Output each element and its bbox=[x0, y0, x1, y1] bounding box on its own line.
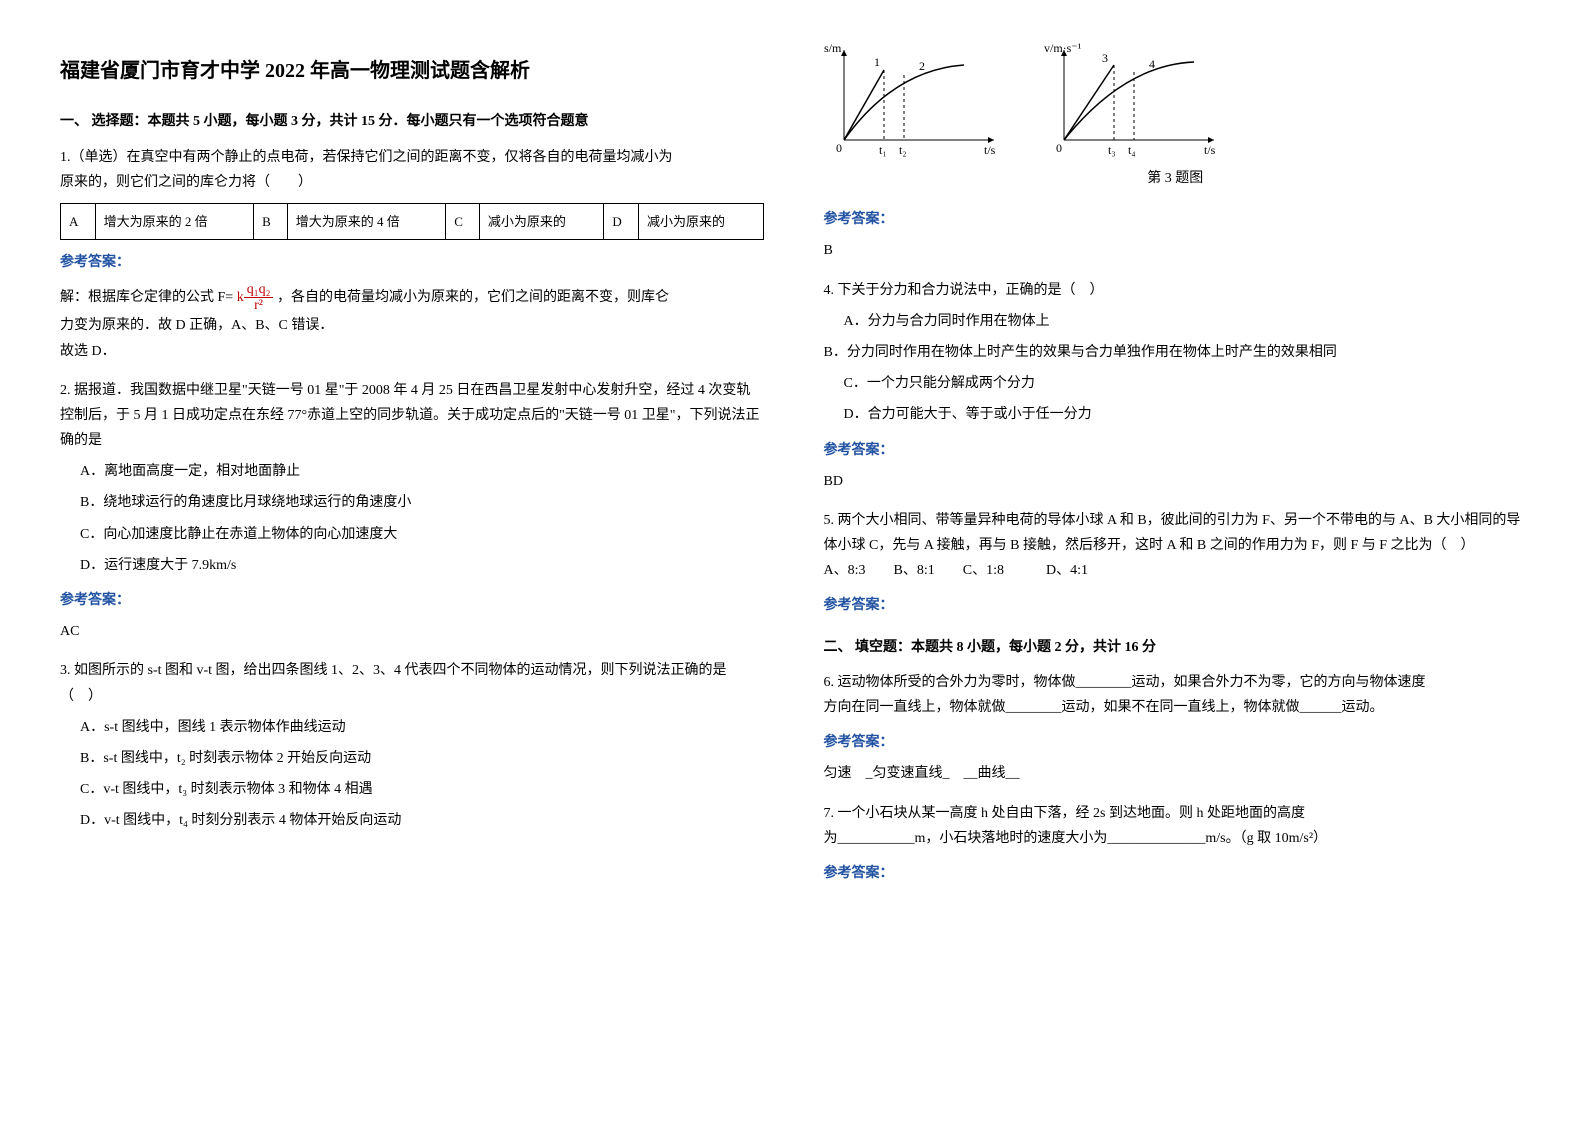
q7-answer-label: 参考答案： bbox=[824, 861, 1528, 886]
q3-optD: D．v-t 图线中，t₄ 时刻分别表示 4 物体开始反向运动 bbox=[80, 808, 764, 833]
q3-answer-label: 参考答案： bbox=[824, 207, 1528, 232]
q4-optB: B．分力同时作用在物体上时产生的效果与合力单独作用在物体上时产生的效果相同 bbox=[824, 340, 1528, 365]
q1-optC: 减小为原来的 bbox=[479, 203, 603, 239]
q7-stem1: 7. 一个小石块从某一高度 h 处自由下落，经 2s 到达地面。则 h 处距地面… bbox=[824, 801, 1528, 826]
q7-stem2: 为___________m，小石块落地时的速度大小为______________… bbox=[824, 826, 1528, 851]
q1-ans-text3: 力变为原来的．故 D 正确，A、B、C 错误． bbox=[60, 313, 764, 338]
svg-text:4: 4 bbox=[1149, 57, 1155, 71]
q1-options-table: A 增大为原来的 2 倍 B 增大为原来的 4 倍 C 减小为原来的 D 减小为… bbox=[60, 203, 764, 240]
q6-answer-label: 参考答案： bbox=[824, 730, 1528, 755]
q4-answer-label: 参考答案： bbox=[824, 438, 1528, 463]
question-5: 5. 两个大小相同、带等量异种电荷的导体小球 A 和 B，彼此间的引力为 F、另… bbox=[824, 508, 1528, 619]
q4-optC: C．一个力只能分解成两个分力 bbox=[844, 371, 1528, 396]
svg-text:1: 1 bbox=[874, 55, 880, 69]
svg-text:t/s: t/s bbox=[984, 143, 996, 157]
q2-stem: 2. 据报道．我国数据中继卫星"天链一号 01 星"于 2008 年 4 月 2… bbox=[60, 378, 764, 454]
section-2-heading: 二、 填空题：本题共 8 小题，每小题 2 分，共计 16 分 bbox=[824, 635, 1528, 660]
svg-text:t₄: t₄ bbox=[1128, 143, 1136, 157]
q1-stem-line1: 1.（单选）在真空中有两个静止的点电荷，若保持它们之间的距离不变，仅将各自的电荷… bbox=[60, 145, 764, 170]
q2-answer-label: 参考答案： bbox=[60, 588, 764, 613]
svg-text:v/m·s⁻¹: v/m·s⁻¹ bbox=[1044, 41, 1082, 55]
q3-optB: B．s-t 图线中，t₂ 时刻表示物体 2 开始反向运动 bbox=[80, 746, 764, 771]
q1-optA-label: A bbox=[61, 203, 96, 239]
svg-text:s/m: s/m bbox=[824, 41, 842, 55]
formula-num: q₁q₂ bbox=[244, 282, 274, 298]
st-chart: s/m t/s 0 1 2 t₁ t₂ bbox=[824, 40, 1004, 160]
q2-optB: B．绕地球运行的角速度比月球绕地球运行的角速度小 bbox=[80, 490, 764, 515]
formula-k: k bbox=[237, 290, 244, 305]
formula-den: r² bbox=[244, 298, 274, 313]
q1-stem-line2: 原来的，则它们之间的库仑力将（ ） bbox=[60, 170, 764, 195]
q1-optC-label: C bbox=[446, 203, 480, 239]
svg-text:0: 0 bbox=[836, 141, 842, 155]
q3-optA: A．s-t 图线中，图线 1 表示物体作曲线运动 bbox=[80, 715, 764, 740]
svg-text:3: 3 bbox=[1102, 51, 1108, 65]
q5-answer-label: 参考答案： bbox=[824, 593, 1528, 618]
section-1-heading: 一、 选择题：本题共 5 小题，每小题 3 分，共计 15 分．每小题只有一个选… bbox=[60, 109, 764, 134]
svg-text:0: 0 bbox=[1056, 141, 1062, 155]
question-1: 1.（单选）在真空中有两个静止的点电荷，若保持它们之间的距离不变，仅将各自的电荷… bbox=[60, 145, 764, 364]
chart-caption: 第 3 题图 bbox=[824, 166, 1528, 191]
q1-answer-body: 解：根据库仑定律的公式 F= kq₁q₂r² ，各自的电荷量均减小为原来的，它们… bbox=[60, 282, 764, 364]
chart-row: s/m t/s 0 1 2 t₁ t₂ v/ bbox=[824, 40, 1528, 160]
svg-text:t₂: t₂ bbox=[899, 143, 907, 157]
q6-answer: 匀速 _匀变速直线_ __曲线__ bbox=[824, 761, 1528, 786]
q4-answer: BD bbox=[824, 469, 1528, 494]
q3-answer: B bbox=[824, 238, 1528, 263]
q1-optB-label: B bbox=[254, 203, 288, 239]
q2-optC: C．向心加速度比静止在赤道上物体的向心加速度大 bbox=[80, 522, 764, 547]
question-2: 2. 据报道．我国数据中继卫星"天链一号 01 星"于 2008 年 4 月 2… bbox=[60, 378, 764, 645]
q1-optD-label: D bbox=[604, 203, 639, 239]
q4-stem: 4. 下关于分力和合力说法中，正确的是（ ） bbox=[824, 278, 1528, 303]
q1-optD: 减小为原来的 bbox=[638, 203, 763, 239]
svg-text:t₃: t₃ bbox=[1108, 143, 1116, 157]
q5-opts: A、8:3 B、8:1 C、1:8 D、4:1 bbox=[824, 558, 1528, 583]
q3-optC: C．v-t 图线中，t₃ 时刻表示物体 3 和物体 4 相遇 bbox=[80, 777, 764, 802]
svg-text:2: 2 bbox=[919, 59, 925, 73]
q4-optD: D．合力可能大于、等于或小于任一分力 bbox=[844, 402, 1528, 427]
q2-optD: D．运行速度大于 7.9km/s bbox=[80, 553, 764, 578]
svg-text:t₁: t₁ bbox=[879, 143, 887, 157]
page-title: 福建省厦门市育才中学 2022 年高一物理测试题含解析 bbox=[60, 53, 764, 89]
q1-ans-text2: ，各自的电荷量均减小为原来的，它们之间的距离不变，则库仑 bbox=[277, 290, 669, 305]
question-3: 3. 如图所示的 s-t 图和 v-t 图，给出四条图线 1、2、3、4 代表四… bbox=[60, 658, 764, 833]
q2-optA: A．离地面高度一定，相对地面静止 bbox=[80, 459, 764, 484]
q1-ans-text4: 故选 D． bbox=[60, 339, 764, 364]
question-6: 6. 运动物体所受的合外力为零时，物体做________运动，如果合外力不为零，… bbox=[824, 670, 1528, 787]
question-4: 4. 下关于分力和合力说法中，正确的是（ ） A．分力与合力同时作用在物体上 B… bbox=[824, 278, 1528, 494]
q1-optB: 增大为原来的 4 倍 bbox=[287, 203, 446, 239]
q1-ans-text1: 解：根据库仑定律的公式 F= bbox=[60, 290, 233, 305]
q6-stem1: 6. 运动物体所受的合外力为零时，物体做________运动，如果合外力不为零，… bbox=[824, 670, 1528, 695]
q6-stem2: 方向在同一直线上，物体就做________运动，如果不在同一直线上，物体就做__… bbox=[824, 695, 1528, 720]
q3-stem: 3. 如图所示的 s-t 图和 v-t 图，给出四条图线 1、2、3、4 代表四… bbox=[60, 658, 764, 708]
q4-optA: A．分力与合力同时作用在物体上 bbox=[844, 309, 1528, 334]
question-7: 7. 一个小石块从某一高度 h 处自由下落，经 2s 到达地面。则 h 处距地面… bbox=[824, 801, 1528, 887]
q1-optA: 增大为原来的 2 倍 bbox=[95, 203, 254, 239]
q5-stem: 5. 两个大小相同、带等量异种电荷的导体小球 A 和 B，彼此间的引力为 F、另… bbox=[824, 508, 1528, 558]
vt-chart: v/m·s⁻¹ t/s 0 3 4 t₃ t₄ bbox=[1044, 40, 1224, 160]
q1-answer-label: 参考答案： bbox=[60, 250, 764, 275]
q2-answer: AC bbox=[60, 619, 764, 644]
svg-text:t/s: t/s bbox=[1204, 143, 1216, 157]
